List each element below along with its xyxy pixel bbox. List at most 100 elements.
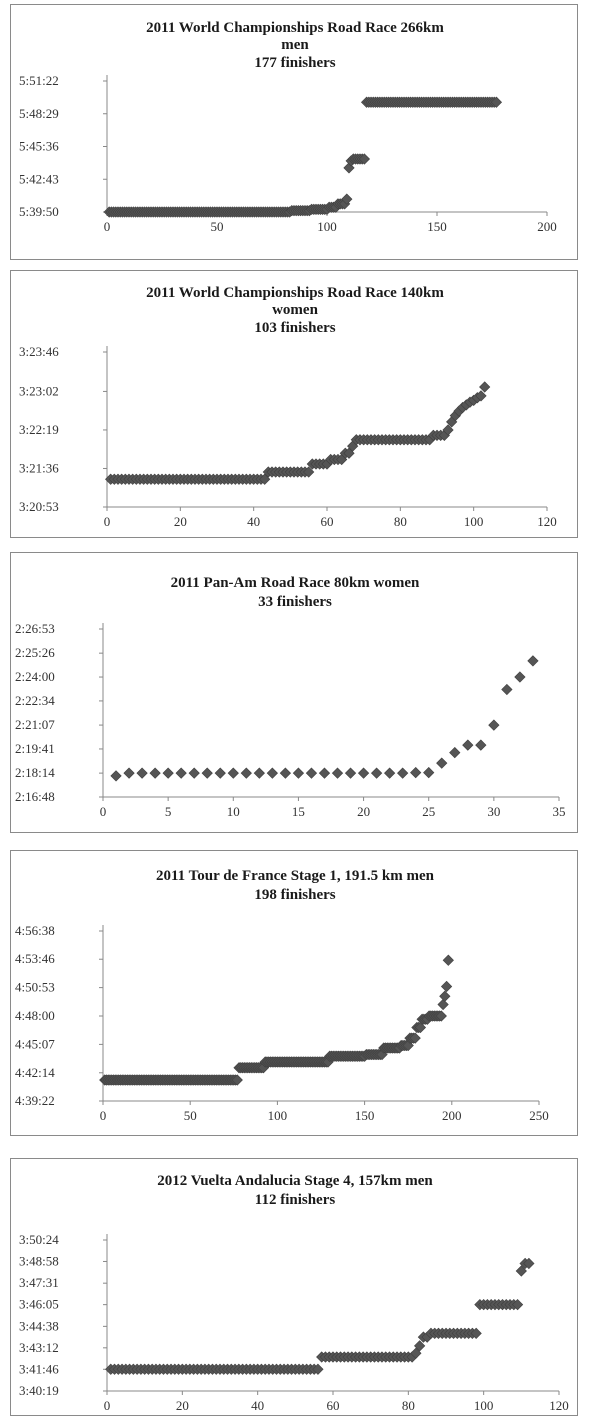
chart-2-data-point (475, 390, 487, 402)
chart-4-data-point (435, 1010, 447, 1022)
chart-5-x-tick-label: 20 (176, 1398, 189, 1413)
chart-4-y-tick-label: 4:56:38 (15, 923, 55, 938)
chart-3-data-point (110, 770, 122, 782)
chart-panel-1: 2011 World Championships Road Race 266km… (10, 4, 578, 260)
chart-5-title-line-1: 2012 Vuelta Andalucia Stage 4, 157km men (157, 1173, 433, 1189)
chart-3-x-tick-label: 30 (487, 804, 500, 819)
chart-2-y-tick-label: 3:21:36 (19, 460, 59, 475)
chart-3-data-point (384, 767, 396, 779)
chart-1-x-tick-label: 150 (427, 219, 447, 234)
chart-2-title-line-1: 2011 World Championships Road Race 140km (146, 285, 444, 301)
chart-5-title-line-2: 112 finishers (255, 1192, 336, 1208)
chart-3-data-point (188, 767, 200, 779)
chart-2-x-tick-label: 0 (104, 514, 111, 529)
chart-3-data-point (201, 767, 213, 779)
chart-1-title-line-2: men (281, 37, 309, 53)
chart-3-data-point (370, 767, 383, 779)
chart-3-data-point (462, 739, 474, 751)
chart-3-data-point (344, 767, 357, 779)
chart-3-title-line-1: 2011 Pan-Am Road Race 80km women (171, 575, 420, 591)
chart-4-y-tick-label: 4:45:07 (15, 1036, 55, 1051)
chart-4-title-line-1: 2011 Tour de France Stage 1, 191.5 km me… (156, 868, 435, 884)
chart-5-x-tick-label: 80 (402, 1398, 415, 1413)
chart-3-x-tick-label: 15 (292, 804, 305, 819)
chart-3-data-point (501, 683, 513, 696)
chart-3-data-point (305, 767, 318, 779)
chart-5-data-point (523, 1257, 535, 1270)
chart-5-x-tick-label: 100 (474, 1398, 494, 1413)
chart-4-y-tick-label: 4:48:00 (15, 1008, 55, 1023)
chart-4-data-point (442, 954, 454, 966)
chart-5-data-point (511, 1299, 524, 1311)
chart-5-y-tick-label: 3:44:38 (19, 1318, 59, 1333)
chart-1-y-tick-label: 5:48:29 (19, 106, 59, 121)
chart-2-y-tick-label: 3:23:46 (19, 344, 59, 359)
chart-1: 2011 World Championships Road Race 266km… (19, 20, 557, 234)
chart-5-data-point (414, 1340, 426, 1352)
chart-4-y-tick-label: 4:50:53 (15, 980, 55, 995)
chart-5-y-tick-label: 3:46:05 (19, 1297, 59, 1312)
chart-3-y-tick-label: 2:16:48 (15, 789, 55, 804)
chart-4-data-point (414, 1021, 427, 1034)
chart-4-data-point (231, 1074, 243, 1086)
chart-3-data-point (449, 746, 461, 759)
chart-4: 2011 Tour de France Stage 1, 191.5 km me… (15, 868, 549, 1123)
chart-1-y-tick-label: 5:39:50 (19, 204, 59, 219)
chart-3-y-tick-label: 2:21:07 (15, 717, 55, 732)
chart-1-x-tick-label: 100 (317, 219, 337, 234)
chart-3-data-point (318, 767, 331, 779)
chart-4-data-point (437, 998, 449, 1011)
chart-3-data-point (123, 767, 135, 779)
chart-1-y-tick-label: 5:42:43 (19, 171, 59, 186)
chart-3-data-point (266, 767, 278, 779)
chart-3-data-point (436, 757, 448, 769)
chart-2-x-tick-label: 80 (394, 514, 407, 529)
chart-4-x-tick-label: 100 (268, 1108, 288, 1123)
chart-4-data-point (440, 980, 453, 993)
chart-1-title-line-1: 2011 World Championships Road Race 266km (146, 20, 444, 36)
chart-3-y-tick-label: 2:18:14 (15, 765, 55, 780)
chart-3-data-point (175, 767, 187, 779)
chart-5-y-tick-label: 3:50:24 (19, 1232, 59, 1247)
chart-5-data-point (515, 1265, 527, 1277)
chart-1-title-line-3: 177 finishers (254, 55, 335, 71)
chart-5-x-tick-label: 120 (549, 1398, 569, 1413)
chart-3-data-point (423, 766, 435, 779)
chart-4-y-tick-label: 4:53:46 (15, 951, 55, 966)
chart-4-title-line-2: 198 finishers (254, 887, 335, 903)
chart-3: 2011 Pan-Am Road Race 80km women 33 finis… (15, 575, 566, 819)
chart-5-y-tick-label: 3:47:31 (19, 1275, 59, 1290)
chart-4-x-tick-label: 0 (100, 1108, 107, 1123)
chart-4-x-tick-label: 50 (184, 1108, 197, 1123)
chart-2-title-line-3: 103 finishers (254, 320, 335, 336)
chart-3-data-point (488, 719, 500, 731)
chart-1-data-point (341, 193, 353, 205)
chart-3-data-point (149, 767, 161, 779)
chart-2-data-point (259, 473, 271, 485)
chart-5-data-point (410, 1347, 422, 1359)
chart-3-y-tick-label: 2:24:00 (15, 669, 55, 684)
chart-4-y-tick-label: 4:42:14 (15, 1065, 55, 1080)
chart-4-data-point (439, 990, 451, 1002)
chart-3-data-point (357, 767, 370, 779)
chart-3-x-tick-label: 10 (227, 804, 240, 819)
chart-5-data-point (470, 1327, 482, 1339)
chart-1-x-tick-label: 50 (211, 219, 224, 234)
chart-2-x-tick-label: 20 (174, 514, 187, 529)
chart-5-x-tick-label: 40 (251, 1398, 264, 1413)
chart-panel-5: 2012 Vuelta Andalucia Stage 4, 157km men… (10, 1158, 578, 1416)
chart-3-data-point (514, 671, 526, 683)
chart-1-y-tick-label: 5:51:22 (19, 73, 59, 88)
chart-3-x-tick-label: 35 (553, 804, 566, 819)
chart-4-x-tick-label: 200 (442, 1108, 462, 1123)
chart-2-y-tick-label: 3:22:19 (19, 422, 59, 437)
chart-3-data-point (292, 767, 305, 779)
chart-3-x-tick-label: 5 (165, 804, 172, 819)
chart-3-data-point (397, 767, 409, 779)
chart-3-title-line-2: 33 finishers (258, 594, 332, 610)
chart-3-data-point (475, 739, 487, 751)
chart-panel-4: 2011 Tour de France Stage 1, 191.5 km me… (10, 850, 578, 1136)
chart-3-y-tick-label: 2:26:53 (15, 621, 55, 636)
chart-4-data-point (402, 1039, 414, 1052)
chart-3-y-tick-label: 2:19:41 (15, 741, 55, 756)
